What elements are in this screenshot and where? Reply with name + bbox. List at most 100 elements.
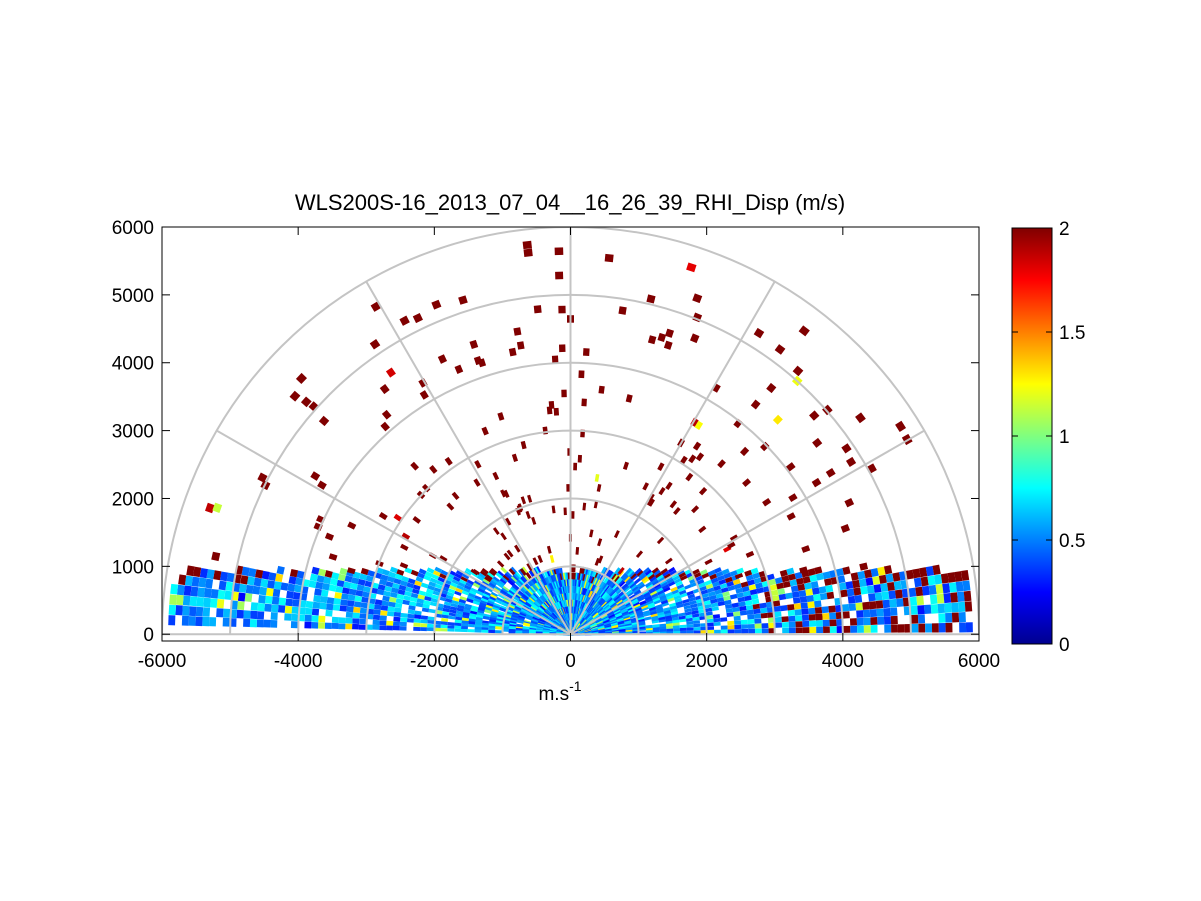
data-pixel	[847, 595, 856, 604]
data-pixel	[321, 583, 330, 591]
data-pixel	[296, 570, 305, 579]
data-pixel	[720, 617, 728, 622]
data-pixel	[418, 590, 427, 596]
data-pixel	[226, 572, 235, 583]
data-pixel	[965, 622, 973, 633]
colorbar-tick-label: 2	[1059, 219, 1070, 240]
data-pixel	[710, 598, 718, 604]
data-pixel	[795, 615, 803, 622]
data-pixel	[400, 543, 409, 551]
data-pixel	[338, 617, 346, 624]
data-pixel	[455, 587, 463, 594]
data-pixel	[441, 617, 449, 622]
data-pixel	[707, 569, 716, 577]
data-pixel	[762, 497, 772, 507]
data-pixel	[577, 454, 582, 463]
data-pixel	[477, 587, 485, 594]
data-pixel	[725, 603, 733, 609]
data-pixel	[280, 582, 289, 591]
data-pixel	[388, 571, 397, 579]
data-pixel	[921, 585, 930, 596]
data-pixel	[649, 608, 657, 613]
data-pixel	[319, 595, 328, 604]
data-pixel	[454, 622, 462, 627]
data-pixel	[667, 581, 676, 587]
data-pixel	[888, 590, 897, 600]
data-pixel	[673, 507, 681, 516]
data-pixel	[788, 493, 798, 503]
data-pixel	[439, 573, 447, 580]
data-pixel	[858, 578, 867, 588]
data-pixel	[918, 623, 926, 633]
data-pixel	[870, 568, 879, 577]
data-pixel	[426, 567, 435, 574]
data-pixel	[951, 612, 960, 623]
data-pixel	[525, 510, 531, 519]
data-pixel	[617, 566, 625, 575]
data-pixel	[352, 623, 359, 630]
data-pixel	[665, 481, 673, 491]
data-pixel	[339, 567, 348, 576]
data-pixel	[441, 611, 450, 616]
data-pixel	[535, 566, 542, 574]
data-pixel	[785, 462, 796, 472]
y-tick-label: 0	[143, 625, 154, 646]
data-pixel	[723, 572, 732, 579]
x-axis-label: m.s-1	[538, 678, 581, 705]
data-pixel	[390, 587, 399, 594]
data-pixel	[381, 569, 390, 576]
data-pixel	[265, 587, 274, 597]
data-pixel	[815, 613, 823, 621]
x-tick-label: 4000	[822, 651, 864, 672]
data-pixel	[461, 620, 469, 625]
data-pixel	[379, 383, 390, 395]
data-pixel	[178, 574, 187, 586]
data-pixel	[821, 606, 829, 614]
data-pixel	[349, 582, 358, 590]
data-pixel	[786, 567, 795, 576]
data-pixel	[360, 567, 369, 576]
data-pixel	[532, 557, 539, 566]
data-pixel	[271, 604, 279, 613]
data-pixel	[241, 566, 250, 577]
data-pixel	[598, 385, 605, 394]
data-pixel	[551, 505, 556, 514]
data-pixel	[809, 574, 818, 583]
data-pixel	[434, 583, 443, 590]
data-pixel	[440, 621, 448, 626]
data-pixel	[454, 364, 464, 374]
data-pixel	[666, 578, 675, 585]
data-pixel	[785, 592, 793, 600]
data-pixel	[455, 610, 464, 615]
data-pixel	[354, 595, 363, 603]
data-pixel	[917, 614, 926, 624]
data-pixel	[443, 601, 452, 607]
data-pixel	[963, 590, 972, 602]
data-pixel	[676, 583, 685, 590]
data-pixel	[514, 571, 522, 579]
data-pixel	[694, 420, 704, 430]
data-pixel	[379, 615, 387, 621]
data-pixel	[513, 327, 522, 336]
data-pixel	[431, 573, 439, 580]
data-pixel	[502, 585, 510, 593]
data-pixel	[665, 591, 673, 598]
data-pixel	[386, 625, 393, 631]
data-pixel	[342, 587, 350, 595]
data-pixel	[203, 597, 211, 608]
data-pixel	[496, 560, 505, 568]
data-pixel	[476, 590, 484, 596]
data-pixel	[678, 571, 687, 578]
data-pixel	[960, 569, 970, 581]
data-pixel	[406, 582, 415, 589]
data-pixel	[890, 615, 898, 625]
data-pixel	[908, 587, 917, 598]
data-pixel	[787, 609, 796, 617]
data-pixel	[647, 335, 657, 345]
data-pixel	[448, 615, 456, 620]
data-pixel	[652, 580, 660, 587]
data-pixel	[646, 571, 654, 578]
data-pixel	[424, 596, 432, 602]
data-pixel	[631, 585, 639, 592]
data-pixel	[531, 516, 537, 525]
